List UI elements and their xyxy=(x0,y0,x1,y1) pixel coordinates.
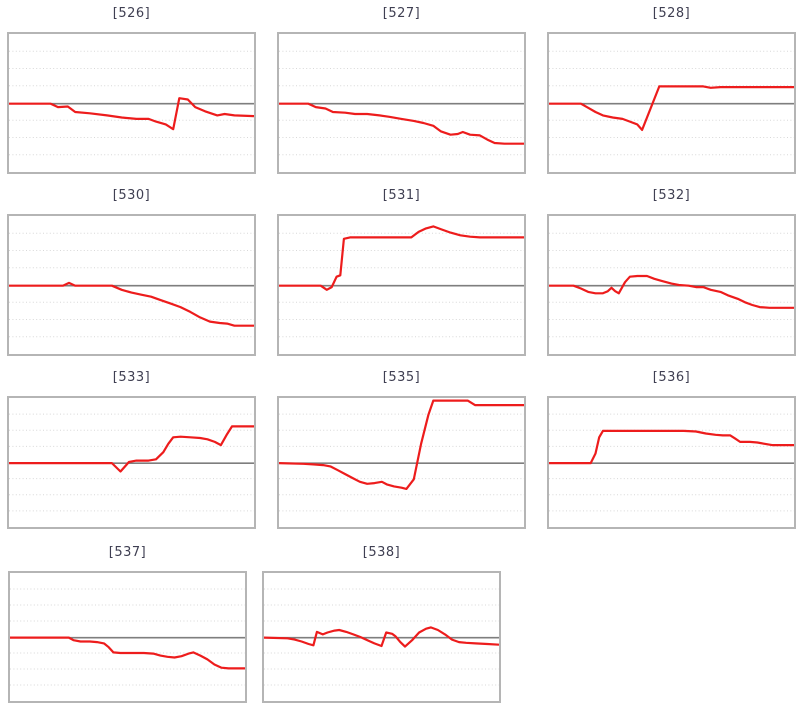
chart-title-531: [531] xyxy=(382,188,421,203)
chart-plot-531 xyxy=(277,214,526,356)
chart-row-1: [526] [527] [528] xyxy=(0,4,800,174)
chart-title-532: [532] xyxy=(652,188,691,203)
chart-row-4: [537] [538] xyxy=(0,543,800,703)
chart-plot-526 xyxy=(7,32,256,174)
chart-plot-532 xyxy=(547,214,796,356)
chart-row-2: [530] [531] [532] xyxy=(0,186,800,356)
chart-title-530: [530] xyxy=(112,188,151,203)
chart-plot-535 xyxy=(277,396,526,529)
chart-title-528: [528] xyxy=(652,6,691,21)
chart-title-535: [535] xyxy=(382,370,421,385)
chart-title-536: [536] xyxy=(652,370,691,385)
chart-526: [526] xyxy=(7,4,256,174)
chart-title-527: [527] xyxy=(382,6,421,21)
chart-title-538: [538] xyxy=(362,545,401,560)
chart-plot-527 xyxy=(277,32,526,174)
chart-row-3: [533] [535] [536] xyxy=(0,368,800,529)
chart-plot-537 xyxy=(8,571,247,703)
chart-538: [538] xyxy=(262,543,501,703)
chart-530: [530] xyxy=(7,186,256,356)
chart-plot-530 xyxy=(7,214,256,356)
chart-536: [536] xyxy=(547,368,796,529)
chart-title-526: [526] xyxy=(112,6,151,21)
chart-plot-538 xyxy=(262,571,501,703)
chart-537: [537] xyxy=(8,543,247,703)
chart-527: [527] xyxy=(277,4,526,174)
chart-528: [528] xyxy=(547,4,796,174)
chart-title-537: [537] xyxy=(108,545,147,560)
chart-535: [535] xyxy=(277,368,526,529)
chart-533: [533] xyxy=(7,368,256,529)
chart-title-533: [533] xyxy=(112,370,151,385)
chart-plot-536 xyxy=(547,396,796,529)
chart-plot-528 xyxy=(547,32,796,174)
chart-532: [532] xyxy=(547,186,796,356)
chart-plot-533 xyxy=(7,396,256,529)
chart-531: [531] xyxy=(277,186,526,356)
